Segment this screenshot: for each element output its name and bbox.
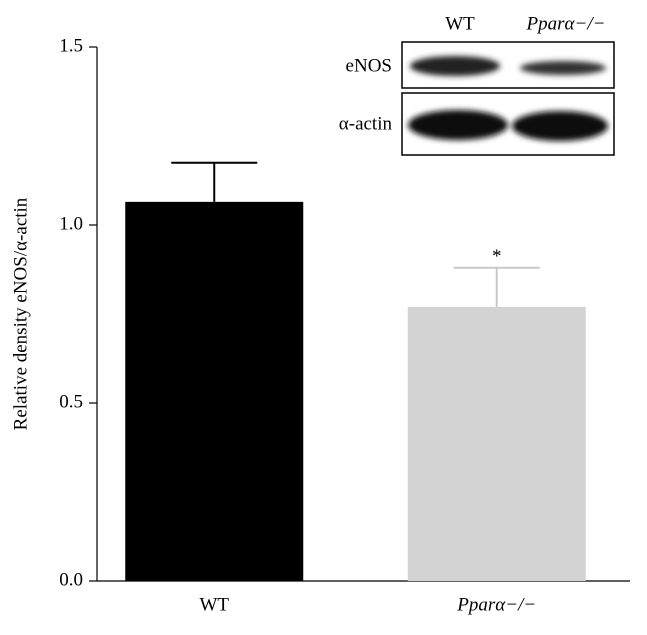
y-axis-label: Relative density eNOS/α-actin <box>10 197 31 430</box>
blot-column-label: WT <box>445 13 475 34</box>
blot-band <box>520 61 606 75</box>
significance-marker: * <box>492 246 502 267</box>
x-tick-label: WT <box>199 594 229 615</box>
blot-band <box>408 110 508 140</box>
blot-band <box>410 56 500 76</box>
western-blot-inset: WT Pparα−/− eNOS α-actin <box>339 13 615 156</box>
blot-column-label: Pparα−/− <box>526 13 606 34</box>
y-tick-label: 0.5 <box>59 391 83 412</box>
blot-row-label: eNOS <box>346 55 392 76</box>
y-tick-label: 0.0 <box>59 569 83 590</box>
y-tick-label: 1.5 <box>59 35 83 56</box>
x-tick-label: Pparα−/− <box>456 594 536 615</box>
blot-band <box>512 111 608 141</box>
y-tick-label: 1.0 <box>59 213 83 234</box>
bar <box>125 201 304 582</box>
blot-row-label: α-actin <box>339 113 393 134</box>
bar <box>407 306 586 581</box>
